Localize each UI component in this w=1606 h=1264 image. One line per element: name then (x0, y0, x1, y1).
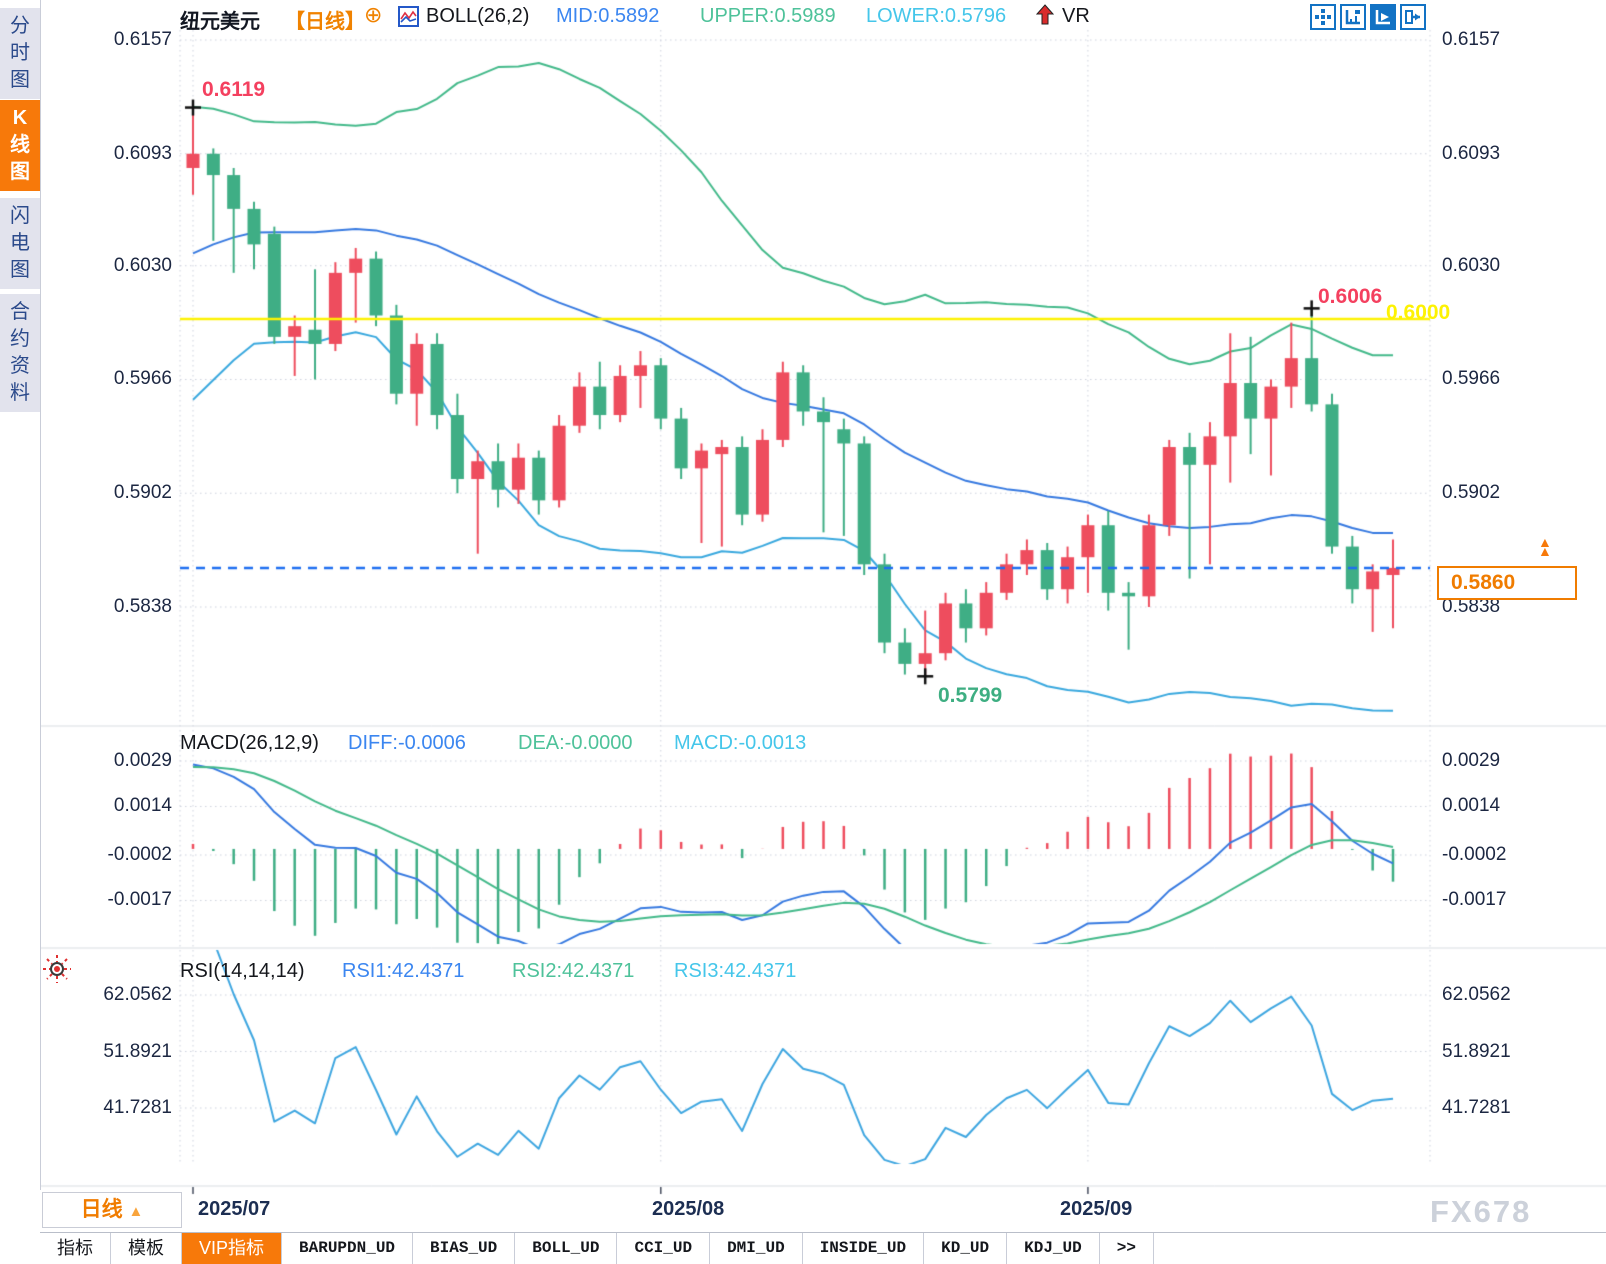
boll-lower-value: LOWER:0.5796 (866, 5, 1007, 27)
collapse-panel-icon[interactable] (1400, 4, 1426, 30)
symbol-title: 纽元美元 (180, 11, 260, 33)
period-tag: 【日线】 (285, 11, 365, 33)
rsi-tick-right-1: 51.8921 (1442, 1040, 1511, 1062)
tab-boll_ud[interactable]: BOLL_UD (515, 1233, 618, 1264)
boll-indicator-icon[interactable] (398, 6, 419, 33)
last-price-box[interactable]: 0.5860 (1437, 566, 1577, 600)
scroll-latest-icon[interactable]: ▲ ▲ (1538, 534, 1552, 559)
chart-toolbar (1310, 4, 1426, 30)
rsi1-value: RSI1:42.4371 (342, 960, 465, 982)
price-tick-right-5: 0.5838 (1442, 596, 1501, 617)
price-tick-left-2: 0.6030 (113, 254, 172, 276)
rsi-tick-left-1: 51.8921 (103, 1040, 172, 1062)
x-axis-label-1: 2025/08 (652, 1198, 725, 1220)
period-selector-button[interactable]: 日线 ▲ (42, 1192, 182, 1228)
macd-tick-left-0: 0.0029 (113, 750, 172, 771)
boll-upper-value: UPPER:0.5989 (700, 5, 836, 27)
tab-dmi_ud[interactable]: DMI_UD (710, 1233, 803, 1264)
sidebar-item-3[interactable]: 合约资料 (0, 294, 40, 412)
price-tick-left-5: 0.5838 (113, 596, 172, 617)
macd-title[interactable]: MACD(26,12,9) (180, 732, 319, 754)
price-tick-left-1: 0.6093 (113, 142, 172, 164)
recent-high-label: 0.6006 (1318, 285, 1383, 308)
price-tick-left-3: 0.5966 (113, 368, 172, 390)
rsi3-value: RSI3:42.4371 (674, 960, 797, 982)
tab-[interactable]: 指标 (40, 1233, 111, 1264)
sidebar-item-0[interactable]: 分时图 (0, 8, 40, 99)
sun-settings-icon[interactable] (42, 954, 72, 989)
tab-[interactable]: 模板 (111, 1233, 182, 1264)
macd-tick-left-2: -0.0002 (107, 844, 172, 865)
tab-kdj_ud[interactable]: KDJ_UD (1007, 1233, 1100, 1264)
macd-tick-right-0: 0.0029 (1442, 750, 1501, 771)
macd-tick-right-2: -0.0002 (1442, 844, 1507, 865)
tab-barupdn_ud[interactable]: BARUPDN_UD (282, 1233, 414, 1264)
axis-play-icon[interactable] (1370, 4, 1396, 30)
macd-dea-value: DEA:-0.0000 (518, 732, 633, 754)
macd-tick-left-3: -0.0017 (107, 889, 172, 911)
price-tick-right-3: 0.5966 (1442, 368, 1501, 390)
axis-scale-icon[interactable] (1340, 4, 1366, 30)
rsi-tick-left-2: 41.7281 (103, 1097, 172, 1118)
price-tick-left-4: 0.5902 (113, 482, 172, 504)
macd-value: MACD:-0.0013 (674, 732, 807, 754)
macd-tick-right-3: -0.0017 (1442, 889, 1507, 911)
indicator-tab-bar: 指标 模板 VIP指标 BARUPDN_UD BIAS_UD BOLL_UD CCI_UD D… (40, 1232, 1606, 1264)
price-tick-right-2: 0.6030 (1442, 254, 1501, 276)
watermark: FX678 (1430, 1194, 1532, 1229)
vr-indicator-label[interactable]: VR (1062, 5, 1090, 27)
rsi2-value: RSI2:42.4371 (512, 960, 635, 982)
price-tick-right-0: 0.6157 (1442, 29, 1501, 50)
rsi-title[interactable]: RSI(14,14,14) (180, 960, 305, 982)
tab-inside_ud[interactable]: INSIDE_UD (803, 1233, 925, 1264)
macd-tick-right-1: 0.0014 (1442, 795, 1501, 817)
rsi-tick-right-0: 62.0562 (1442, 984, 1511, 1005)
boll-label: BOLL(26,2) (426, 5, 530, 27)
crosshair-grid-icon[interactable] (1310, 4, 1336, 30)
tab-cci_ud[interactable]: CCI_UD (617, 1233, 711, 1264)
tab-bias_ud[interactable]: BIAS_UD (413, 1233, 516, 1264)
round-level-label: 0.6000 (1386, 301, 1451, 324)
tab-vip[interactable]: VIP指标 (182, 1233, 283, 1264)
triangle-up-icon: ▲ (128, 1203, 144, 1220)
price-tick-left-0: 0.6157 (113, 29, 172, 50)
low-price-label: 0.5799 (938, 684, 1003, 707)
macd-diff-value: DIFF:-0.0006 (348, 732, 466, 754)
price-tick-right-4: 0.5902 (1442, 482, 1501, 504)
high-price-label: 0.6119 (202, 78, 266, 101)
x-axis-label-2: 2025/09 (1060, 1198, 1133, 1220)
tab->>[interactable]: >> (1100, 1233, 1154, 1264)
boll-mid-value: MID:0.5892 (556, 5, 660, 27)
red-arrow-up-icon[interactable] (1035, 4, 1055, 32)
sidebar-item-2[interactable]: 闪电图 (0, 198, 40, 289)
circle-plus-icon[interactable]: ⊕ (364, 2, 383, 27)
price-tick-right-1: 0.6093 (1442, 142, 1501, 164)
x-axis-label-0: 2025/07 (198, 1198, 271, 1220)
rsi-tick-left-0: 62.0562 (103, 984, 172, 1005)
tab-kd_ud[interactable]: KD_UD (924, 1233, 1008, 1264)
rsi-tick-right-2: 41.7281 (1442, 1097, 1511, 1118)
macd-tick-left-1: 0.0014 (113, 795, 172, 817)
